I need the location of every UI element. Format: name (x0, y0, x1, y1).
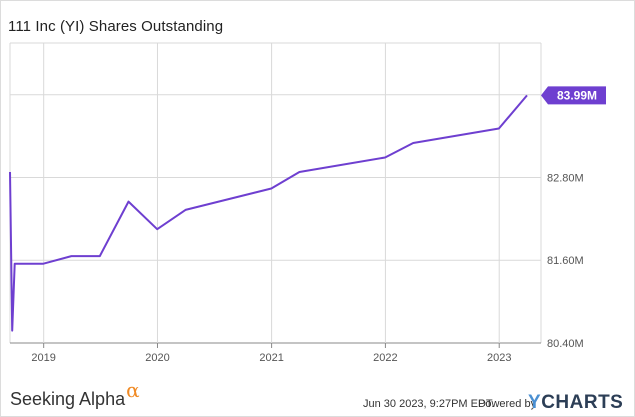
ycharts-logo: YCHARTS (528, 392, 623, 414)
y-tick-label: 81.60M (547, 255, 584, 267)
series-line-group (9, 94, 528, 332)
x-tick-label: 2020 (145, 352, 169, 364)
ycharts-text: CHARTS (541, 392, 624, 413)
series-line (9, 94, 528, 332)
last-value-label: 83.99M (541, 86, 606, 105)
x-tick-label: 2019 (31, 352, 55, 364)
grid-lines (9, 42, 542, 348)
last-value-flag (541, 86, 606, 105)
x-tick-label: 2022 (373, 352, 397, 364)
x-tick-label: 2023 (487, 352, 511, 364)
y-tick-label: 82.80M (547, 172, 584, 184)
timestamp: Jun 30 2023, 9:27PM EDT. (363, 398, 495, 410)
powered-by-label: Powered by (478, 398, 537, 410)
x-axis-ticks: 2019 2020 2021 2022 2023 (31, 352, 511, 364)
ycharts-y: Y (528, 392, 542, 413)
brand-name: Seeking Alpha (10, 389, 126, 409)
alpha-mark: α (126, 378, 140, 402)
seeking-alpha-logo: Seeking Alphaα (10, 378, 140, 410)
last-value-text: 83.99M (557, 88, 597, 102)
y-tick-label: 80.40M (547, 338, 584, 350)
chart-title: 111 Inc (YI) Shares Outstanding (8, 18, 224, 35)
x-tick-label: 2021 (259, 352, 283, 364)
